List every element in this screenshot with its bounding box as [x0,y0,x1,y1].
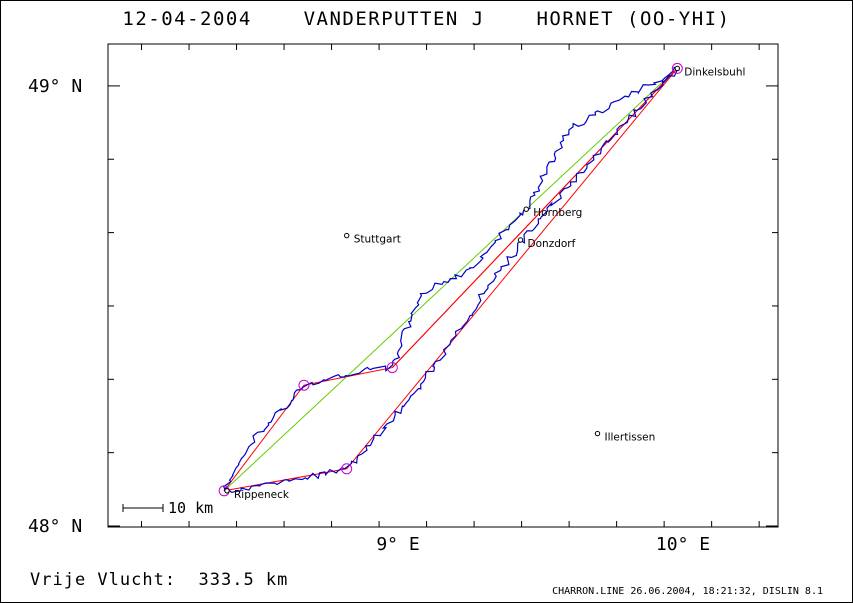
lat-label: 49° N [28,76,82,97]
flight-distance: Vrije Vlucht: 333.5 km [30,570,289,590]
turnpoint-marker [671,62,683,74]
city-label: Rippeneck [234,489,290,501]
city-marker [523,206,529,212]
gps-track-inbound [223,69,680,494]
map-frame [107,43,779,528]
lon-label: 9° E [376,534,419,555]
gps-track-outbound [222,66,678,494]
city-marker [224,488,230,494]
city-label: Stuttgart [354,234,401,246]
city-marker [594,430,601,437]
turnpoint-marker [386,362,398,374]
city-marker [517,237,524,243]
city-label: Illertissen [605,432,656,444]
city-label: Hornberg [533,207,582,219]
city-label: Donzdorf [528,238,576,250]
city-marker [344,232,350,239]
lon-label: 10° E [656,534,710,555]
city-marker [674,65,680,72]
route-leg [391,68,678,368]
lat-label: 48° N [28,516,82,537]
straight-line [223,68,678,492]
turnpoint-marker [341,463,353,475]
turnpoint-marker [298,379,310,391]
flight-title: 12-04-2004 VANDERPUTTEN J HORNET (OO-YHI… [122,8,731,30]
city-label: Dinkelsbuhl [684,66,745,78]
plot-credit: CHARRON.LINE 26.06.2004, 18:21:32, DISLI… [552,586,823,597]
scale-label: 10 km [168,499,213,517]
